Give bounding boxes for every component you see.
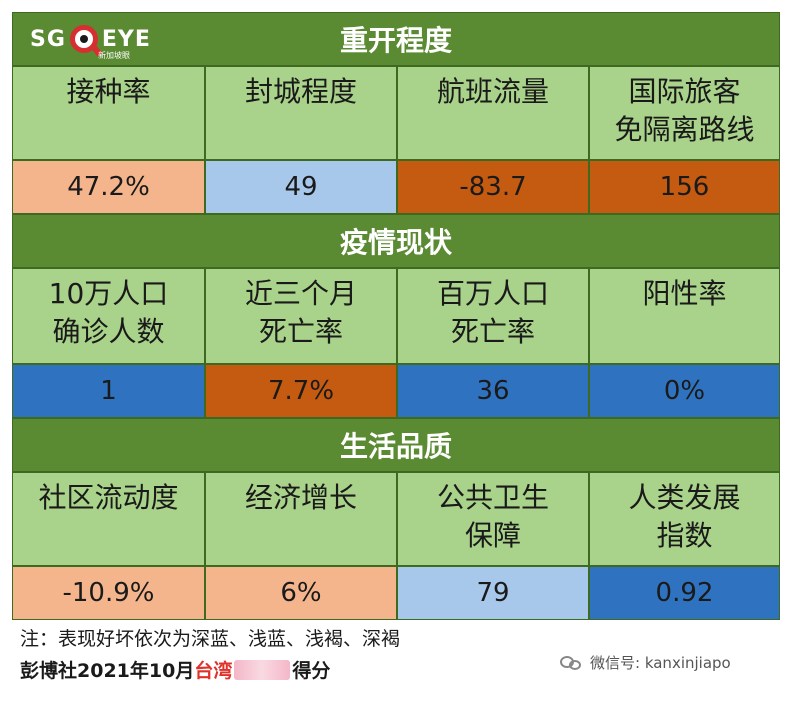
wechat-icon <box>560 654 584 672</box>
value-deaths-per-million: 36 <box>397 364 589 418</box>
label-3month-fatality-rate: 近三个月 死亡率 <box>205 268 397 364</box>
value-flight-capacity: -83.7 <box>397 160 589 214</box>
value-positive-rate: 0% <box>589 364 780 418</box>
section-title: 重开程度 <box>339 24 452 57</box>
color-legend-note: 注：表现好坏依次为深蓝、浅蓝、浅褐、深褐 <box>20 628 401 650</box>
value-vaccination-rate: 47.2% <box>12 160 205 214</box>
label-healthcare-coverage: 公共卫生 保障 <box>397 472 589 566</box>
logo-eye-text: EYE <box>101 26 151 52</box>
credit-prefix: 彭博社2021年10月 <box>20 660 195 682</box>
credit-suffix: 得分 <box>292 660 331 682</box>
magnifier-icon <box>69 25 98 53</box>
credit-place: 台湾 <box>194 660 233 682</box>
scorecard-table: 重开程度 SG EYE 新加坡眼 接种率 封城程度 航班流量 国际旅客 免隔离路… <box>12 12 780 620</box>
value-human-development-index: 0.92 <box>589 566 780 620</box>
label-gdp-growth: 经济增长 <box>205 472 397 566</box>
value-lockdown-severity: 49 <box>205 160 397 214</box>
wechat-watermark: 微信号: kanxinjiapo <box>560 652 731 673</box>
label-community-mobility: 社区流动度 <box>12 472 205 566</box>
label-lockdown-severity: 封城程度 <box>205 66 397 160</box>
label-vaccination-rate: 接种率 <box>12 66 205 160</box>
value-community-mobility: -10.9% <box>12 566 205 620</box>
label-human-development-index: 人类发展 指数 <box>589 472 780 566</box>
value-healthcare-coverage: 79 <box>397 566 589 620</box>
blurred-text <box>234 659 291 680</box>
value-3month-fatality-rate: 7.7% <box>205 364 397 418</box>
section-header-covid-status: 疫情现状 <box>12 214 780 268</box>
wechat-id: 微信号: kanxinjiapo <box>590 654 731 672</box>
section-title: 生活品质 <box>339 430 452 463</box>
section-title: 疫情现状 <box>339 226 452 259</box>
label-cases-per-100k: 10万人口 确诊人数 <box>12 268 205 364</box>
label-positive-rate: 阳性率 <box>589 268 780 364</box>
sg-eye-logo: SG EYE 新加坡眼 <box>30 24 151 60</box>
label-flight-capacity: 航班流量 <box>397 66 589 160</box>
label-deaths-per-million: 百万人口 死亡率 <box>397 268 589 364</box>
logo-subtitle: 新加坡眼 <box>98 51 130 60</box>
value-quarantine-free-routes: 156 <box>589 160 780 214</box>
source-credit: 彭博社2021年10月 台湾 得分 <box>20 656 330 683</box>
section-header-quality-of-life: 生活品质 <box>12 418 780 472</box>
value-gdp-growth: 6% <box>205 566 397 620</box>
logo-sg-text: SG <box>30 26 66 52</box>
label-quarantine-free-routes: 国际旅客 免隔离路线 <box>589 66 780 160</box>
value-cases-per-100k: 1 <box>12 364 205 418</box>
section-header-reopening: 重开程度 <box>12 12 780 66</box>
